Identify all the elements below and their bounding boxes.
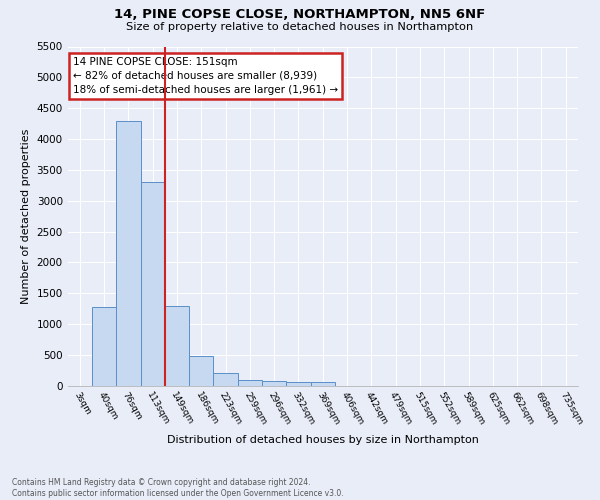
Text: Size of property relative to detached houses in Northampton: Size of property relative to detached ho…	[127, 22, 473, 32]
Bar	[165, 306, 189, 386]
Bar	[214, 373, 238, 386]
Text: 14 PINE COPSE CLOSE: 151sqm
← 82% of detached houses are smaller (8,939)
18% of : 14 PINE COPSE CLOSE: 151sqm ← 82% of det…	[73, 56, 338, 94]
Text: 14, PINE COPSE CLOSE, NORTHAMPTON, NN5 6NF: 14, PINE COPSE CLOSE, NORTHAMPTON, NN5 6…	[115, 8, 485, 20]
Bar	[286, 382, 311, 386]
Bar	[189, 356, 214, 386]
X-axis label: Distribution of detached houses by size in Northampton: Distribution of detached houses by size …	[167, 435, 479, 445]
Bar	[238, 380, 262, 386]
Bar	[262, 381, 286, 386]
Bar	[116, 120, 140, 386]
Text: Contains HM Land Registry data © Crown copyright and database right 2024.
Contai: Contains HM Land Registry data © Crown c…	[12, 478, 344, 498]
Bar	[140, 182, 165, 386]
Bar	[92, 308, 116, 386]
Y-axis label: Number of detached properties: Number of detached properties	[21, 128, 31, 304]
Bar	[311, 382, 335, 386]
